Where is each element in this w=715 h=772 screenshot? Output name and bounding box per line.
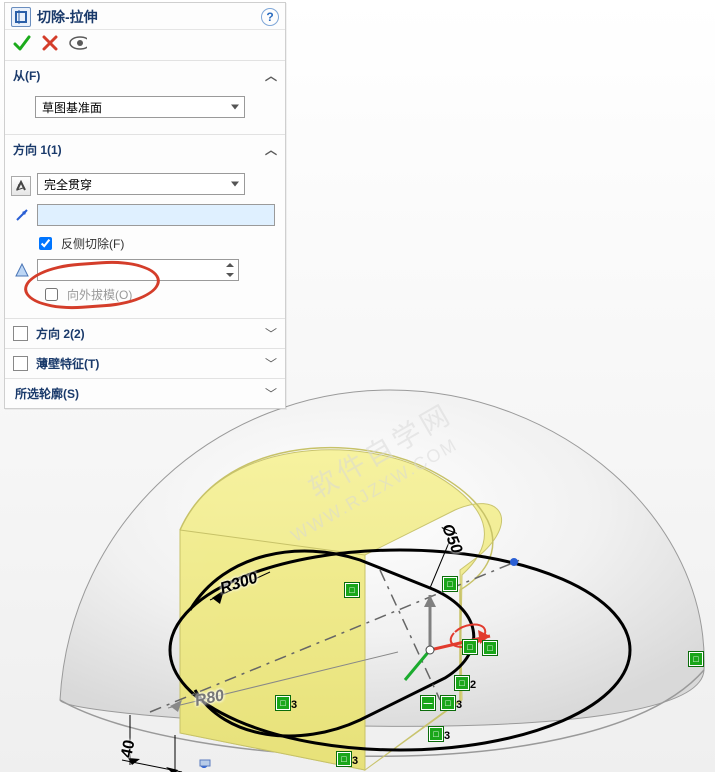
sketch-relation-icon[interactable]: □: [275, 695, 291, 711]
property-manager-panel: 切除-拉伸 ? 从(F) ︿ 草图基准面: [4, 2, 286, 409]
thin-feature-enable-checkbox[interactable]: [13, 356, 28, 371]
draft-outward-checkbox-row[interactable]: 向外拔模(O): [41, 285, 275, 304]
sketch-point[interactable]: [510, 558, 518, 566]
sketch-relation-icon[interactable]: □: [336, 751, 352, 767]
draft-angle-spinner[interactable]: [37, 259, 239, 281]
end-condition-dropdown[interactable]: 完全贯穿: [37, 173, 245, 195]
help-button[interactable]: ?: [261, 8, 279, 26]
panel-action-bar: [5, 30, 285, 60]
sketch-relation-subscript: 3: [444, 730, 450, 742]
direction-vector-icon: [13, 206, 31, 224]
ok-button[interactable]: [13, 34, 31, 52]
end-condition-value: 完全贯穿: [44, 176, 92, 193]
panel-header: 切除-拉伸 ?: [5, 3, 285, 30]
thin-feature-section-header[interactable]: 薄壁特征(T) ﹀: [5, 348, 285, 378]
direction2-section-header[interactable]: 方向 2(2) ﹀: [5, 318, 285, 348]
sketch-relation-icon[interactable]: —: [420, 695, 436, 711]
sketch-relation-subscript: 3: [352, 755, 358, 767]
flip-side-checkbox[interactable]: [39, 237, 52, 250]
selected-contours-label: 所选轮廓(S): [15, 385, 257, 402]
sketch-relation-icon[interactable]: □: [462, 639, 478, 655]
from-plane-dropdown[interactable]: 草图基准面: [35, 96, 245, 118]
dome-surface: [60, 390, 704, 726]
sketch-relation-subscript: 2: [470, 679, 476, 691]
thin-feature-label: 薄壁特征(T): [36, 355, 257, 372]
app-viewport: R300 R80 Ø50 40 □3□3—□3□3□2□□□□□ 软件自学网 W…: [0, 0, 715, 772]
draft-outward-label: 向外拔模(O): [67, 286, 132, 303]
expand-icon: ﹀: [265, 355, 277, 372]
sketch-relation-icon[interactable]: □: [482, 640, 498, 656]
sketch-relation-icon[interactable]: □: [688, 651, 704, 667]
sketch-relation-icon[interactable]: □: [440, 695, 456, 711]
sketch-relation-subscript: 3: [456, 699, 462, 711]
detailed-preview-button[interactable]: [69, 34, 87, 52]
collapse-icon: ︿: [265, 141, 277, 158]
sketch-relation-icon[interactable]: □: [428, 726, 444, 742]
direction-vector-input[interactable]: [37, 204, 275, 226]
flip-side-checkbox-row[interactable]: 反侧切除(F): [35, 234, 275, 253]
flip-side-label: 反侧切除(F): [61, 235, 124, 252]
sketch-relation-icon[interactable]: □: [454, 675, 470, 691]
selected-contours-header[interactable]: 所选轮廓(S) ﹀: [5, 378, 285, 408]
draft-outward-checkbox[interactable]: [45, 288, 58, 301]
direction2-label: 方向 2(2): [36, 325, 257, 342]
dim-40[interactable]: 40: [118, 738, 139, 759]
from-plane-value: 草图基准面: [42, 99, 102, 116]
direction1-header[interactable]: 方向 1(1) ︿: [5, 135, 285, 164]
draft-angle-icon: [13, 261, 31, 279]
from-section: 从(F) ︿ 草图基准面: [5, 60, 285, 134]
cancel-button[interactable]: [41, 34, 59, 52]
direction1-label: 方向 1(1): [13, 141, 265, 158]
sketch-relation-subscript: 3: [291, 699, 297, 711]
direction1-section: 方向 1(1) ︿ 完全贯穿: [5, 134, 285, 318]
collapse-icon: ︿: [265, 67, 277, 84]
from-section-header[interactable]: 从(F) ︿: [5, 61, 285, 90]
feature-icon: [11, 7, 31, 27]
sketch-relation-icon[interactable]: □: [344, 582, 360, 598]
direction2-enable-checkbox[interactable]: [13, 326, 28, 341]
from-section-label: 从(F): [13, 67, 265, 84]
reverse-direction-button[interactable]: [11, 176, 31, 196]
sketch-relation-icon[interactable]: □: [442, 576, 458, 592]
expand-icon: ﹀: [265, 325, 277, 342]
expand-icon: ﹀: [265, 385, 277, 402]
panel-title: 切除-拉伸: [37, 7, 261, 27]
